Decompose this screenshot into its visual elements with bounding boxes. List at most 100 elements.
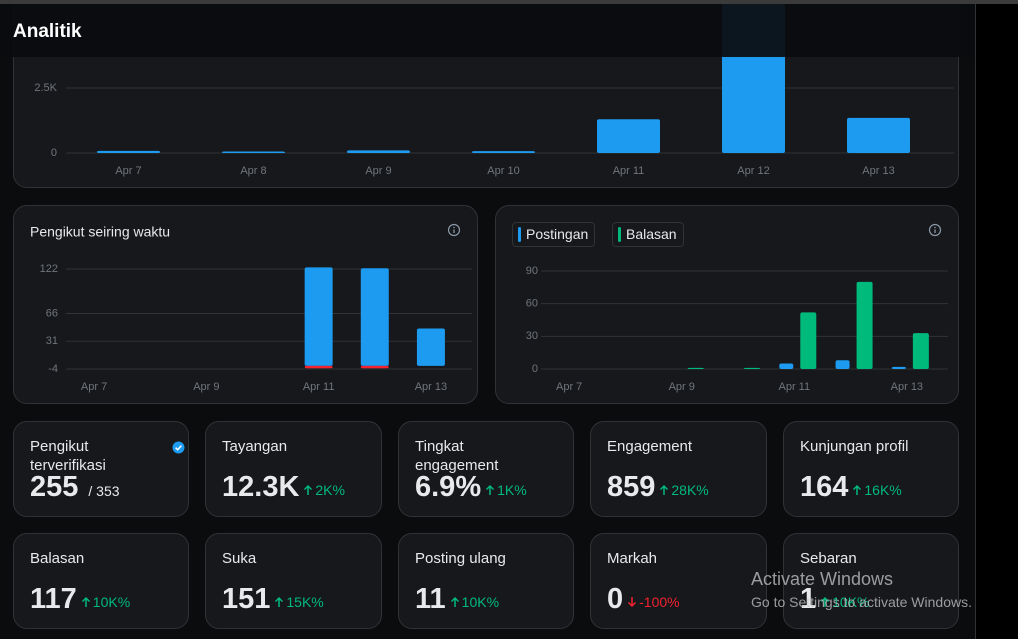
bar [800,312,817,369]
analytics-panel: 0 2.5K Apr 7 Apr 8 Apr 9 Apr 10 Apr 11 Apr 12 Ap… [0,0,976,639]
stat-title: Balasan [30,550,85,567]
y-tick-label: 0 [51,147,57,159]
stat-change: 10K% [820,594,870,610]
x-tick-label: Apr 8 [240,165,266,177]
x-tick-label: Apr 9 [365,165,391,177]
stat-card: Engagement 859 28K% [590,421,767,517]
y-tick-label: 30 [526,330,538,342]
legend-label: Postingan [526,226,589,242]
legend-swatch [518,227,521,242]
chart: Pengikut seiring waktu -4 31 66 122 Apr 7 Apr … [30,223,472,393]
stat-title: Posting ulang [415,550,506,567]
watermark-title: Activate Windows [751,569,894,589]
legend-item: Balasan [612,222,684,247]
stat-value: 117 [30,583,77,615]
bar [416,328,445,366]
info-dot [453,226,455,229]
stat-change-text: 10K% [92,594,131,610]
stat-change-text: 1K% [497,482,527,498]
bar [472,151,535,153]
stat-value: 6.9% [415,471,482,503]
arrow-shape [450,596,459,607]
stat-change: 1K% [485,482,527,498]
stat-title: Pengikut terverifikasi [30,438,106,474]
stat-value: 255 [30,471,79,503]
stat-title: Suka [222,550,257,567]
bar [360,268,389,366]
stat-value-row: 859 28K% [607,471,709,504]
y-tick-label: 60 [526,298,538,310]
y-tick-label: 122 [40,263,58,275]
x-tick-label: Apr 7 [115,165,141,177]
trend-arrow [304,484,313,495]
stat-change-text: 2K% [315,482,345,498]
stat-secondary: / 353 [88,483,120,499]
y-tick-label: 66 [46,307,58,319]
stat-value-row: 151 15K% [222,583,324,616]
bar [779,363,794,369]
arrow-shape [853,484,862,495]
x-tick-label: Apr 11 [778,381,810,393]
arrow-shape [660,484,669,495]
stat-value-row: 164 16K% [800,471,902,504]
stat-title: Kunjungan profil [800,438,909,455]
chart: 0 30 60 90 Apr 7 Apr 9 Apr 11 Apr 13 [526,223,948,393]
bar [304,267,333,366]
legend-item: Postingan [512,222,596,247]
x-tick-label: Apr 13 [862,165,894,177]
x-tick-label: Apr 11 [613,165,645,177]
bar [856,281,873,369]
x-tick-label: Apr 9 [669,381,695,393]
stat-card: Markah 0 -100% [590,533,767,629]
y-tick-label: 2.5K [34,82,57,94]
arrow-shape [304,484,313,495]
trend-arrow [81,596,90,607]
trend-arrow [853,484,862,495]
x-tick-label: Apr 7 [81,381,107,393]
stat-card: Sebaran 1 10K% [783,533,959,629]
stat-value: 151 [222,583,271,615]
stat-value: 1 [800,583,817,615]
stat-title: Engagement [607,438,693,455]
trend-arrow [486,484,495,495]
stat-value-row: 6.9% 1K% [415,471,527,504]
stat-value: 11 [415,583,446,615]
stat-value: 12.3K [222,471,300,503]
bar [912,333,929,369]
header-title: Analitik [13,21,82,42]
bar [835,360,850,369]
stat-card: Posting ulang 11 10K% [398,533,574,629]
stat-change: 2K% [303,482,345,498]
stat-title: Markah [607,550,658,567]
trend-arrow [660,484,669,495]
stat-title: Tingkat engagement [415,438,499,474]
arrow-shape [81,596,90,607]
y-tick-label: 90 [526,265,538,277]
header: Analitik [0,4,975,57]
bar [97,150,160,153]
badge-circle [172,441,185,454]
stat-change-text: 28K% [671,482,709,498]
arrow-shape [486,484,495,495]
stat-value-row: 1 10K% [800,583,870,616]
arrow-shape [628,597,637,608]
stat-change: 28K% [659,482,709,498]
legend-swatch [618,227,621,242]
bar [687,367,704,369]
arrow-shape [821,596,830,607]
stat-card: Tayangan 12.3K 2K% [205,421,382,517]
y-tick-label: 31 [46,335,58,347]
x-tick-label: Apr 12 [737,165,769,177]
followers-chart-card: Pengikut seiring waktu -4 31 66 122 Apr 7 Apr … [13,205,478,404]
info-circle [447,223,461,237]
x-tick-label: Apr 9 [193,381,219,393]
stat-title: Sebaran [800,550,857,567]
stat-value-row: 255 / 353 [30,471,120,504]
stat-change-text: 10K% [461,594,500,610]
stat-value-row: 12.3K 2K% [222,471,345,504]
bar [360,365,389,369]
info-circle [928,223,942,237]
y-tick-label: -4 [48,363,58,375]
legend-label: Balasan [626,226,677,242]
